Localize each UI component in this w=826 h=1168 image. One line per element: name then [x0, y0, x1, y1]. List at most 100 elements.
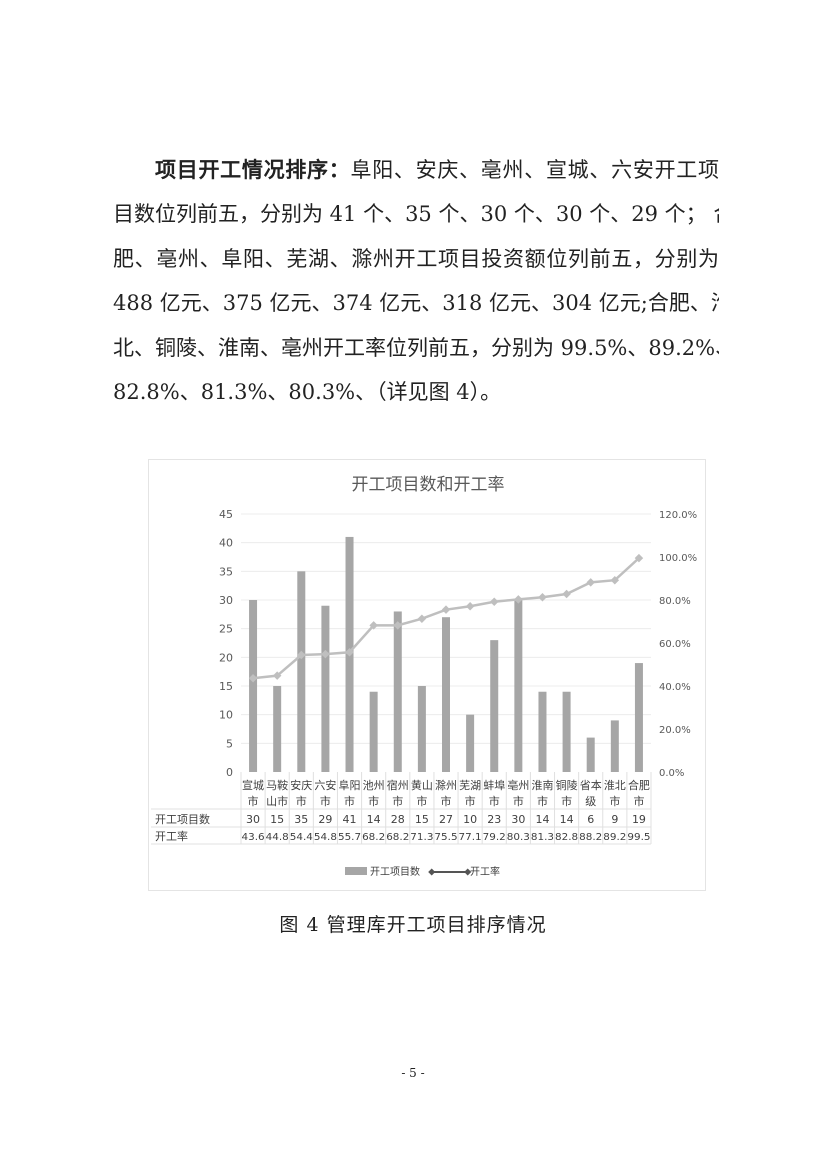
paragraph-line: 北、铜陵、淮南、亳州开工率位列前五，分别为 99.5%、89.2%、 [113, 335, 719, 360]
bar-value-cell: 15 [270, 813, 284, 826]
paragraph-lead: 项目开工情况排序： [155, 157, 351, 182]
table-row-label: 开工项目数 [155, 813, 210, 826]
category-label: 市 [609, 794, 620, 808]
rate-value-cell: 71.3 [410, 832, 433, 843]
left-axis-tick: 20 [219, 651, 233, 664]
left-axis-tick: 30 [219, 594, 233, 607]
bar [321, 605, 330, 772]
category-label: 市 [248, 794, 259, 808]
category-label: 安庆 [290, 778, 312, 792]
bar [369, 691, 378, 772]
bar [466, 714, 475, 772]
category-label: 蚌埠 [483, 778, 505, 792]
category-label: 市 [537, 794, 548, 808]
rate-value-cell: 80.3 [507, 832, 530, 843]
category-label: 池州 [363, 779, 385, 792]
category-label: 市 [465, 794, 476, 808]
left-axis-tick: 10 [219, 709, 233, 722]
category-label: 宿州 [387, 778, 409, 792]
rate-value-cell: 77.1 [459, 832, 482, 843]
category-label: 市 [416, 794, 427, 808]
rate-point [586, 578, 595, 587]
bar-value-cell: 27 [439, 813, 453, 826]
right-axis-tick: 80.0% [659, 596, 691, 607]
paragraph-line: 目数位列前五，分别为 41 个、35 个、30 个、30 个、29 个； 合 [113, 202, 719, 227]
category-label: 宣城 [242, 778, 264, 792]
rate-value-cell: 79.2 [483, 832, 506, 843]
rate-point [489, 597, 499, 606]
bar-value-cell: 14 [367, 813, 381, 826]
bar-value-cell: 28 [391, 813, 405, 826]
rate-value-cell: 75.5 [434, 832, 457, 843]
category-label: 芜湖 [459, 778, 481, 792]
bar-value-cell: 10 [463, 813, 477, 826]
rate-point [345, 648, 354, 657]
category-label: 市 [633, 794, 644, 808]
bar [417, 686, 426, 772]
bar-value-cell: 19 [632, 813, 646, 826]
rate-value-cell: 81.3 [531, 832, 554, 843]
bar [586, 737, 595, 772]
category-label: 市 [320, 794, 331, 808]
bar [490, 640, 499, 772]
rate-point [441, 605, 451, 614]
rate-value-cell: 89.2 [603, 832, 626, 843]
rate-value-cell: 82.8 [555, 832, 578, 843]
category-label: 市 [392, 794, 403, 808]
rate-value-cell: 44.8 [266, 832, 289, 843]
bar [610, 720, 619, 772]
chart-title: 开工项目数和开工率 [352, 475, 505, 495]
legend-label: 开工率 [470, 865, 500, 878]
bar [273, 686, 282, 772]
category-label: 淮北 [604, 779, 626, 792]
bar-value-cell: 14 [560, 813, 574, 826]
legend-bar-swatch [345, 867, 367, 875]
category-label: 市 [441, 794, 452, 808]
category-label: 级 [585, 795, 596, 808]
category-label: 市 [561, 794, 572, 808]
rate-point [514, 595, 523, 604]
rate-value-cell: 68.2 [386, 832, 409, 843]
category-label: 市 [489, 794, 500, 808]
category-label: 市 [296, 794, 307, 808]
bar-value-cell: 9 [611, 813, 618, 826]
category-label: 省本 [580, 778, 602, 792]
right-axis-tick: 20.0% [659, 725, 691, 736]
category-label: 山市 [266, 794, 288, 808]
left-axis-tick: 45 [219, 508, 233, 521]
rate-value-cell: 55.7 [338, 832, 361, 843]
figure-caption: 图 4 管理库开工项目排序情况 [279, 914, 547, 936]
bar-value-cell: 30 [246, 813, 260, 826]
category-label: 市 [344, 794, 355, 808]
rate-value-cell: 43.6 [242, 832, 265, 843]
paragraph-line: 82.8%、81.3%、80.3%、（详见图 4）。 [113, 379, 502, 404]
table-row-label: 开工率 [155, 829, 188, 843]
category-label: 马鞍 [266, 778, 288, 792]
bar-value-cell: 6 [587, 813, 594, 826]
bar [538, 691, 547, 772]
right-axis-tick: 0.0% [659, 768, 684, 779]
legend-label: 开工项目数 [370, 865, 420, 878]
bar-value-cell: 15 [415, 813, 429, 826]
legend-marker [428, 868, 436, 876]
bar-value-cell: 35 [294, 813, 308, 826]
left-axis-tick: 5 [226, 737, 233, 750]
category-label: 滁州 [435, 778, 457, 792]
legend-marker [464, 868, 472, 876]
rate-point [610, 575, 620, 585]
right-axis-tick: 60.0% [659, 639, 691, 650]
category-label: 铜陵 [556, 778, 578, 792]
bar [393, 611, 402, 772]
combo-chart: 开工项目数和开工率 0 5 10 15 20 25 30 35 40 45 0.0% 20.0% 40.0… [151, 475, 697, 878]
bar [634, 663, 643, 772]
bar [297, 571, 306, 772]
rate-point [465, 601, 475, 611]
left-axis-tick: 0 [226, 766, 233, 779]
body-paragraph: 项目开工情况排序：阜阳、安庆、亳州、宣城、六安开工项 目数位列前五，分别为 41… [113, 148, 719, 414]
left-axis-tick: 25 [219, 623, 233, 636]
rate-value-cell: 54.4 [290, 832, 313, 843]
bar [562, 691, 571, 772]
rate-point [297, 650, 306, 660]
page-number: - 5 - [401, 1066, 425, 1080]
paragraph-line: 488 亿元、375 亿元、374 亿元、318 亿元、304 亿元;合肥、淮 [113, 291, 719, 316]
